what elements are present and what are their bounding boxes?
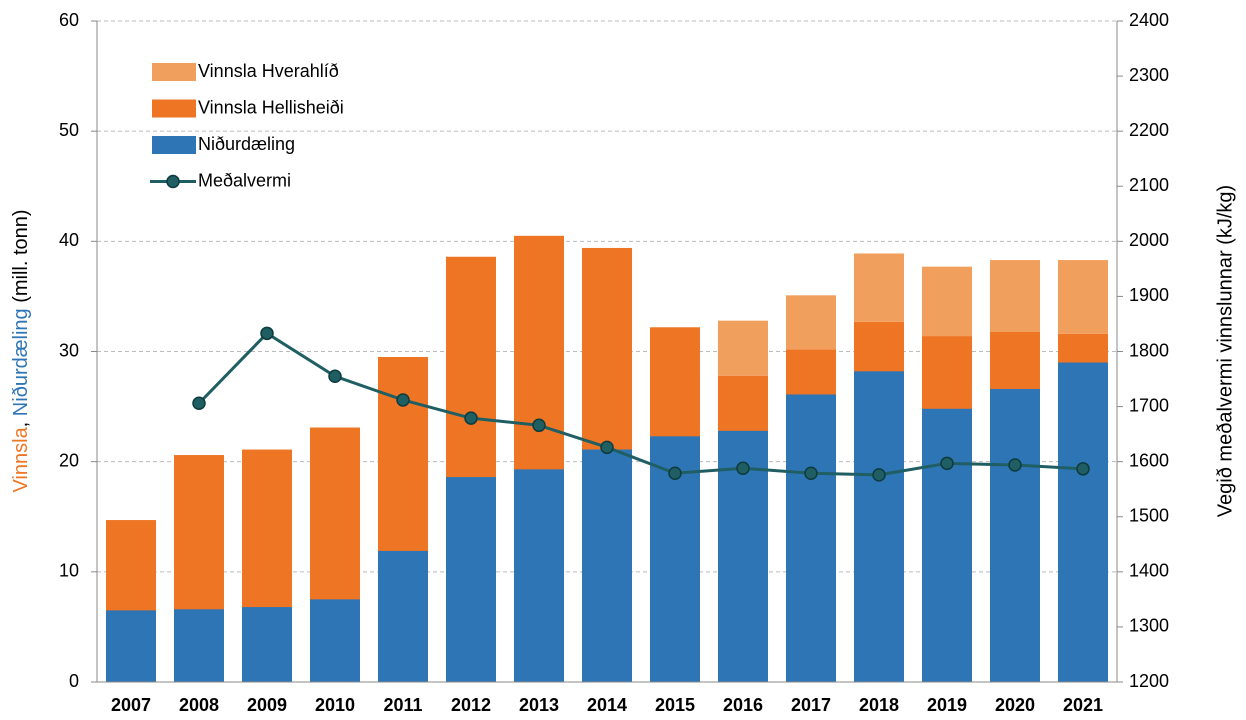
line-marker bbox=[872, 468, 886, 482]
y-tick-label: 20 bbox=[59, 450, 79, 470]
y-tick-label: 30 bbox=[59, 340, 79, 360]
bar bbox=[922, 408, 972, 682]
legend-label: Vinnsla Hellisheiði bbox=[198, 97, 344, 117]
x-tick-label: 2013 bbox=[519, 695, 559, 715]
y-tick-label: 40 bbox=[59, 230, 79, 250]
y2-tick-label: 2400 bbox=[1129, 10, 1169, 30]
y2-tick-label: 2200 bbox=[1129, 120, 1169, 140]
bar bbox=[786, 295, 836, 350]
line-marker bbox=[736, 461, 750, 476]
line-marker bbox=[804, 466, 818, 480]
bar bbox=[242, 607, 292, 682]
bar bbox=[446, 477, 496, 682]
bar bbox=[786, 394, 836, 682]
y-axis-label-part: , bbox=[10, 416, 32, 427]
line-marker bbox=[600, 440, 614, 455]
x-tick-label: 2014 bbox=[587, 695, 627, 715]
x-tick-label: 2019 bbox=[927, 695, 967, 715]
y-tick-label: 60 bbox=[59, 10, 79, 30]
line-marker bbox=[1008, 458, 1022, 472]
y-axis-label: Vinnsla, Niðurdæling (mill. tonn) bbox=[10, 209, 32, 492]
y2-tick-label: 1200 bbox=[1129, 671, 1169, 691]
legend-label: Meðalvermi bbox=[198, 170, 291, 190]
x-tick-label: 2007 bbox=[111, 695, 151, 715]
bar bbox=[106, 610, 156, 682]
y-axis-label-part: Niðurdæling bbox=[10, 308, 32, 416]
y2-tick-label: 1400 bbox=[1129, 561, 1169, 581]
legend-swatch bbox=[152, 136, 196, 154]
bar bbox=[378, 550, 428, 682]
bar bbox=[718, 320, 768, 376]
y2-tick-label: 1300 bbox=[1129, 616, 1169, 636]
bar bbox=[854, 253, 904, 322]
line-marker bbox=[328, 369, 342, 384]
y2-tick-label: 2300 bbox=[1129, 65, 1169, 85]
bar bbox=[922, 266, 972, 337]
bar bbox=[1058, 362, 1108, 682]
line-marker bbox=[396, 393, 410, 407]
y2-tick-label: 1900 bbox=[1129, 285, 1169, 305]
line-marker bbox=[532, 418, 546, 433]
y-tick-label: 0 bbox=[69, 671, 79, 691]
bar bbox=[990, 388, 1040, 682]
bar bbox=[1058, 260, 1108, 334]
line-marker bbox=[1076, 462, 1090, 476]
x-tick-label: 2016 bbox=[723, 695, 763, 715]
line-marker bbox=[260, 326, 274, 341]
legend-label: Niðurdæling bbox=[198, 134, 295, 154]
bar bbox=[854, 371, 904, 682]
bar bbox=[174, 609, 224, 682]
line-marker bbox=[668, 466, 682, 480]
y2-tick-label: 2100 bbox=[1129, 175, 1169, 195]
legend-swatch bbox=[152, 63, 196, 81]
legend-marker bbox=[166, 174, 180, 189]
y2-tick-label: 1600 bbox=[1129, 450, 1169, 470]
line-marker bbox=[192, 396, 206, 411]
x-tick-label: 2010 bbox=[315, 695, 355, 715]
y-axis-label-part: Vinnsla bbox=[10, 426, 32, 492]
x-tick-label: 2018 bbox=[859, 695, 899, 715]
y-tick-label: 50 bbox=[59, 120, 79, 140]
line bbox=[197, 331, 1084, 477]
x-tick-label: 2011 bbox=[383, 695, 422, 715]
x-tick-label: 2012 bbox=[451, 695, 491, 715]
bar bbox=[310, 599, 360, 682]
x-tick-label: 2008 bbox=[179, 695, 219, 715]
y2-tick-label: 1500 bbox=[1129, 506, 1169, 526]
y2-tick-label: 2000 bbox=[1129, 230, 1169, 250]
x-tick-label: 2020 bbox=[995, 695, 1035, 715]
x-tick-label: 2021 bbox=[1063, 695, 1103, 715]
y-tick-label: 10 bbox=[59, 561, 79, 581]
bar bbox=[990, 260, 1040, 332]
x-tick-label: 2017 bbox=[791, 695, 831, 715]
y2-tick-label: 1700 bbox=[1129, 395, 1169, 415]
legend-swatch bbox=[152, 99, 196, 118]
x-tick-label: 2015 bbox=[655, 695, 695, 715]
line-marker bbox=[464, 411, 478, 425]
bar bbox=[582, 449, 632, 682]
bar bbox=[514, 469, 564, 682]
line-marker bbox=[940, 456, 954, 471]
y2-axis-label: Vegið meðalvermi vinnslunnar (kJ/kg) bbox=[1214, 185, 1236, 517]
legend-label: Vinnsla Hverahlíð bbox=[198, 61, 339, 81]
x-tick-label: 2009 bbox=[247, 695, 287, 715]
y2-tick-label: 1800 bbox=[1129, 340, 1169, 360]
y-axis-label-part: (mill. tonn) bbox=[10, 209, 32, 308]
